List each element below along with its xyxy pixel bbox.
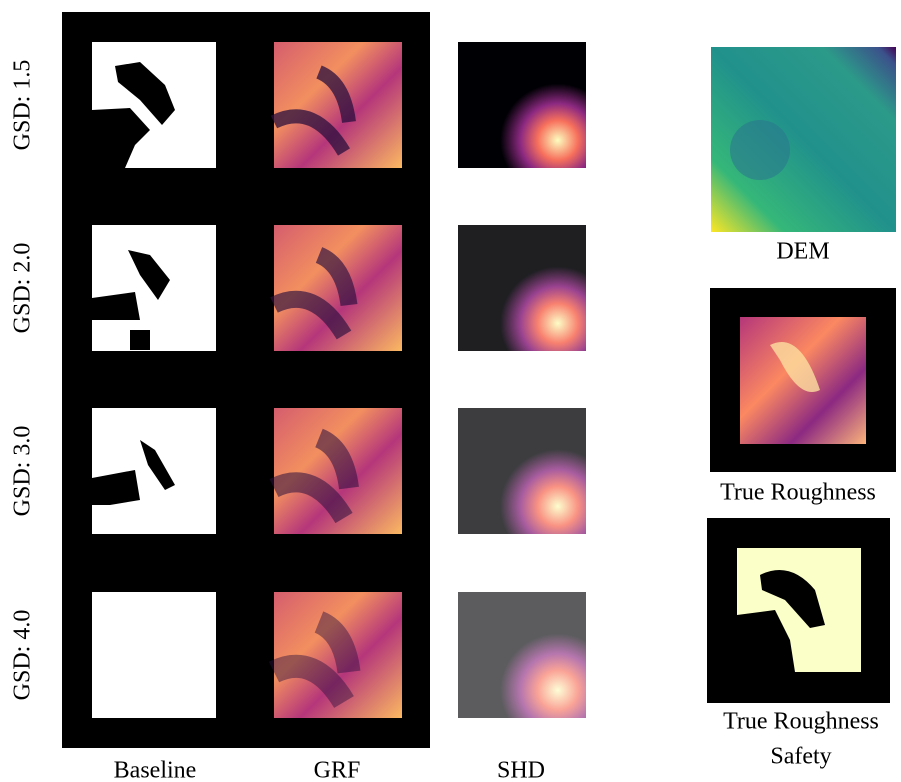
column-label: SHD	[497, 758, 545, 782]
column-label: GRF	[314, 758, 361, 782]
safety-label: True Roughness	[723, 709, 879, 735]
shd-image	[458, 225, 586, 351]
baseline-image	[92, 592, 216, 718]
safety-label: Safety	[770, 744, 831, 770]
figure: GSD: 1.5 GSD: 2.0 GSD: 3.0 GSD: 4.0 Baseline…	[0, 0, 901, 782]
shd-image	[458, 42, 586, 168]
row-label: GSD: 3.0	[10, 426, 36, 517]
dem-label: DEM	[776, 239, 829, 265]
shd-image	[458, 592, 586, 718]
row-label: GSD: 2.0	[10, 243, 36, 334]
roughness-label: True Roughness	[720, 480, 876, 506]
column-label: Baseline	[114, 758, 197, 782]
row-label: GSD: 4.0	[10, 610, 36, 701]
row-label: GSD: 1.5	[10, 60, 36, 151]
dem-feature	[730, 120, 790, 180]
shd-image	[458, 408, 586, 534]
